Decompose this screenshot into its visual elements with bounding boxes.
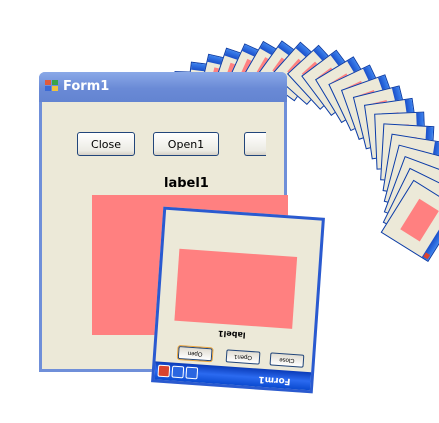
window-title: Form1 xyxy=(63,79,110,94)
rotated-window-title: Form1 xyxy=(258,373,291,386)
fan-copy-pink-panel xyxy=(400,198,439,242)
title-bar[interactable]: Form1 xyxy=(39,72,287,102)
rotated-label1-text: label1 xyxy=(217,328,246,340)
maximize-icon[interactable] xyxy=(171,365,185,379)
label1-text: label1 xyxy=(164,176,209,191)
rotated-open-button[interactable]: Open xyxy=(176,344,214,363)
close-icon[interactable] xyxy=(157,364,171,378)
partial-button[interactable] xyxy=(244,132,266,156)
rotated-close-button[interactable]: Close xyxy=(269,352,305,368)
rotated-pink-panel xyxy=(174,248,298,329)
rotated-form-body: Form1 Close Open1 Open label1 xyxy=(151,206,325,394)
rotated-open1-button[interactable]: Open1 xyxy=(225,349,261,365)
open1-button[interactable]: Open1 xyxy=(153,132,219,156)
close-button[interactable]: Close xyxy=(77,132,135,156)
minimize-icon[interactable] xyxy=(185,366,199,380)
rotated-form1-window: Form1 Close Open1 Open label1 xyxy=(151,206,325,394)
window-icon xyxy=(45,80,59,92)
